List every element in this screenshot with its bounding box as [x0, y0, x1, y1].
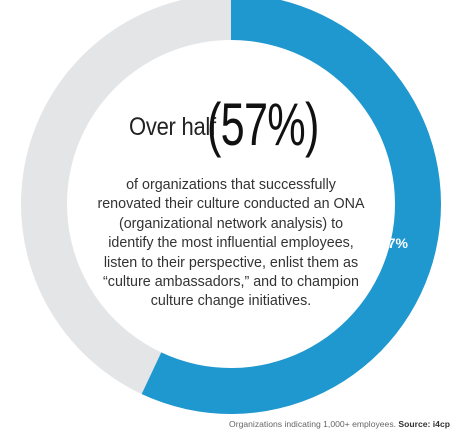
center-text-block: Over half (57%) of organizations that su…	[95, 91, 367, 312]
description-text: of organizations that successfully renov…	[97, 177, 365, 310]
headline: Over half (57%)	[95, 91, 367, 176]
headline-percent: (57%)	[207, 91, 319, 158]
slice-remainder	[21, 0, 231, 395]
slice-label-57: 57%	[380, 235, 409, 251]
slice-57-percent	[141, 0, 441, 414]
headline-lead: Over half	[129, 113, 216, 141]
footnote: Organizations indicating 1,000+ employee…	[229, 419, 450, 429]
footnote-text: Organizations indicating 1,000+ employee…	[229, 419, 397, 429]
source-label: Source: i4cp	[398, 419, 450, 429]
